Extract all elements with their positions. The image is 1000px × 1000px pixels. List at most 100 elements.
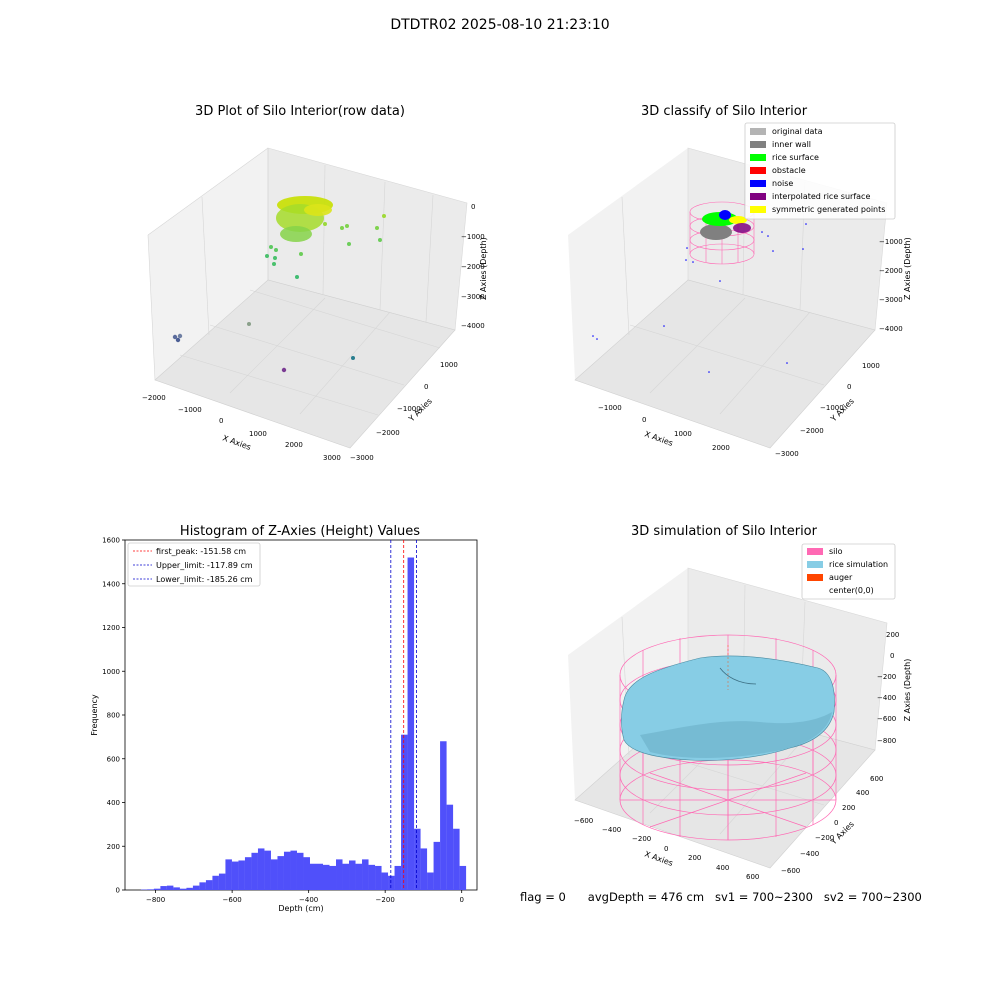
histogram-bar — [244, 857, 252, 890]
legend-label-interpolated-rice-surface: interpolated rice surface — [772, 192, 870, 201]
legend-label-obstacle: obstacle — [772, 166, 806, 175]
simulation-3d-plot-title: 3D simulation of Silo Interior — [631, 524, 817, 539]
histogram-x-tick-label: −800 — [146, 896, 165, 904]
legend-label-center: center(0,0) — [829, 586, 874, 595]
noise-point — [692, 261, 694, 263]
sim-x-tick: 600 — [746, 873, 759, 881]
noise-point — [772, 250, 774, 252]
histogram-bar — [199, 882, 206, 890]
raw-point — [272, 262, 276, 266]
histogram-bar — [231, 861, 239, 890]
histogram-bar — [290, 850, 297, 890]
sim-z-tick: −200 — [877, 673, 896, 681]
raw-x-axis-label: X Axies — [221, 433, 252, 452]
raw-z-tick: −1000 — [461, 233, 485, 241]
sv1-value: sv1 = 700~2300 — [715, 890, 813, 904]
raw-z-tick: −4000 — [461, 322, 485, 330]
histogram-bar — [446, 804, 454, 890]
classify-x-axis-label: X Axies — [643, 429, 674, 448]
histogram-vlines — [390, 540, 417, 890]
raw-y-tick: 0 — [424, 383, 428, 391]
histogram-bar — [349, 860, 356, 890]
flag-value: flag = 0 — [520, 890, 566, 904]
noise-point — [686, 247, 688, 249]
histogram-bar — [414, 828, 421, 890]
noise-point — [685, 259, 687, 261]
rice-simulation-surface-shade — [640, 712, 832, 758]
sim-y-tick: 200 — [842, 804, 855, 812]
histogram-y-tick-label: 1600 — [102, 537, 120, 545]
histogram-y-tick-label: 1000 — [102, 668, 120, 676]
raw-point — [351, 356, 355, 360]
raw-point — [273, 256, 277, 260]
raw-point — [323, 222, 327, 226]
sim-x-tick: −400 — [602, 826, 621, 834]
classify-x-tick: 2000 — [712, 444, 730, 452]
legend-swatch-silo — [807, 548, 823, 555]
raw-3d-pane-floor — [154, 279, 456, 449]
status-footer: flag = 0 avgDepth = 476 cm sv1 = 700~230… — [520, 890, 922, 904]
histogram-y-tick-label: 0 — [116, 887, 120, 895]
raw-x-tick: −2000 — [142, 394, 166, 402]
classify-3d-pane-floor — [574, 279, 876, 449]
histogram-bar — [420, 848, 428, 890]
histogram-x-tick-label: 0 — [459, 896, 463, 904]
histogram-bar — [394, 865, 402, 890]
noise-point — [719, 280, 721, 282]
histogram-bar — [192, 885, 200, 890]
classify-points — [592, 210, 807, 373]
histogram-bar — [342, 863, 350, 890]
legend-label-first-peak: first_peak: -151.58 cm — [156, 547, 246, 556]
histogram-bar — [329, 865, 337, 890]
histogram-bar — [388, 875, 395, 890]
histogram-y-axis-label: Frequency — [90, 694, 99, 736]
raw-z-axis-label: Z Axies (Depth) — [479, 237, 488, 300]
legend-swatch-obstacle — [750, 167, 766, 174]
legend-swatch-interpolated-rice-surface — [750, 193, 766, 200]
legend-swatch-rice-surface — [750, 154, 766, 161]
histogram-bar — [251, 852, 258, 890]
legend-label-rice-simulation: rice simulation — [829, 560, 888, 569]
histogram-y-tick-label: 600 — [107, 755, 120, 763]
classify-z-tick: −2000 — [879, 267, 903, 275]
sim-y-tick: 400 — [856, 789, 869, 797]
sim-x-tick: 400 — [716, 864, 729, 872]
histogram-x-tick-label: −200 — [376, 896, 395, 904]
histogram-bar — [309, 863, 317, 890]
sim-x-tick: 200 — [688, 854, 701, 862]
rice-cluster-points — [304, 204, 332, 216]
histogram-y-tick-label: 800 — [107, 712, 120, 720]
histogram-bar — [427, 872, 434, 890]
sim-x-axis-label: X Axies — [643, 849, 674, 868]
classify-y-tick: −3000 — [775, 450, 799, 458]
histogram-bar — [186, 887, 193, 890]
legend-swatch-symmetric-generated-points — [750, 206, 766, 213]
histogram-y-tick-label: 200 — [107, 843, 120, 851]
histogram-legend-box — [127, 542, 261, 587]
classify-z-tick: −1000 — [879, 238, 903, 246]
raw-point — [378, 238, 382, 242]
histogram-bar — [264, 850, 271, 890]
raw-point — [382, 214, 386, 218]
sv2-value: sv2 = 700~2300 — [823, 890, 922, 904]
noise-point — [596, 338, 598, 340]
avg-depth-value: avgDepth = 476 cm — [587, 890, 705, 904]
classify-legend: original data inner wall rice surface ob… — [744, 122, 896, 220]
histogram-x-ticks: −800 −600 −400 −200 0 — [146, 890, 464, 904]
rice-cluster-points — [280, 226, 312, 242]
histogram-y-tick-label: 1400 — [102, 580, 120, 588]
interpolated-rice-surface-points — [733, 223, 751, 233]
histogram-bar — [459, 865, 467, 890]
classify-3d-plot: original data inner wall rice surface ob… — [568, 122, 912, 458]
legend-label-lower-limit: Lower_limit: -185.26 cm — [156, 575, 253, 584]
histogram-bar — [303, 857, 310, 890]
noise-point — [786, 362, 788, 364]
sim-x-tick: −600 — [574, 817, 593, 825]
sim-z-tick: −800 — [877, 737, 896, 745]
legend-label-original-data: original data — [772, 127, 823, 136]
histogram-x-axis-label: Depth (cm) — [278, 904, 323, 913]
histogram-bar — [323, 864, 330, 890]
symmetric-generated-points — [729, 216, 747, 224]
histogram-bar — [179, 888, 187, 890]
raw-x-tick: −1000 — [178, 406, 202, 414]
